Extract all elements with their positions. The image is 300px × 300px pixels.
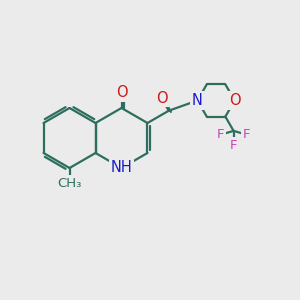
- Text: NH: NH: [111, 160, 132, 175]
- Text: F: F: [230, 139, 237, 152]
- Text: N: N: [192, 93, 203, 108]
- Text: O: O: [116, 85, 127, 100]
- Text: O: O: [229, 93, 241, 108]
- Text: F: F: [242, 128, 250, 141]
- Text: F: F: [217, 128, 225, 141]
- Text: O: O: [156, 91, 167, 106]
- Text: CH₃: CH₃: [57, 177, 82, 190]
